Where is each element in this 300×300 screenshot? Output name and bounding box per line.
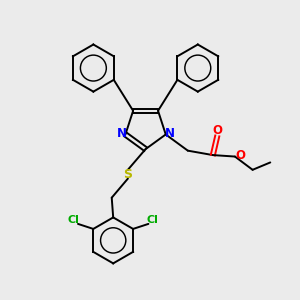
Text: Cl: Cl	[147, 215, 159, 225]
Text: O: O	[213, 124, 223, 137]
Text: O: O	[235, 149, 245, 163]
Text: N: N	[117, 128, 127, 140]
Text: N: N	[165, 128, 175, 140]
Text: Cl: Cl	[68, 215, 80, 225]
Text: S: S	[123, 168, 132, 181]
